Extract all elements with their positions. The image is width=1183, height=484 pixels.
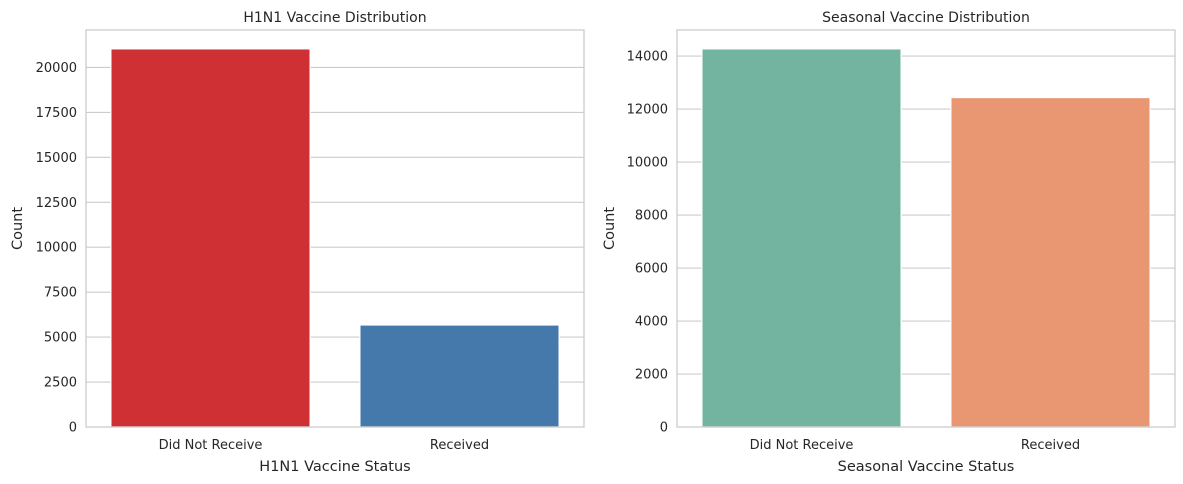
- y-tick-label: 10000: [627, 156, 668, 171]
- y-axis-label: Count: [10, 207, 26, 250]
- y-axis-label: Count: [602, 207, 618, 250]
- y-tick-label: 12000: [627, 103, 668, 118]
- x-axis-label: H1N1 Vaccine Status: [259, 459, 410, 475]
- h1n1-chart: H1N1 Vaccine Distribution 0 2500 5000 7500 1…: [10, 10, 585, 475]
- bars: [701, 48, 1151, 428]
- y-tick-label: 6000: [635, 262, 668, 277]
- x-tick-labels: Did Not Receive Received: [750, 438, 1080, 453]
- y-tick-label: 12500: [36, 196, 77, 211]
- y-tick-label: 15000: [36, 151, 77, 166]
- chart-title: Seasonal Vaccine Distribution: [822, 10, 1030, 26]
- chart-title: H1N1 Vaccine Distribution: [243, 10, 426, 26]
- x-tick-label: Did Not Receive: [750, 438, 854, 453]
- y-tick-label: 0: [69, 421, 77, 436]
- y-tick-label: 0: [660, 421, 668, 436]
- bars: [110, 48, 560, 428]
- x-axis-label: Seasonal Vaccine Status: [838, 459, 1015, 475]
- y-tick-label: 2500: [44, 376, 77, 391]
- x-tick-label: Received: [1021, 438, 1080, 453]
- plot-frame: [676, 29, 1176, 428]
- x-tick-label: Received: [430, 438, 489, 453]
- y-tick-label: 10000: [36, 241, 77, 256]
- y-tick-label: 7500: [44, 286, 77, 301]
- y-tick-label: 2000: [635, 368, 668, 383]
- y-tick-label: 17500: [36, 106, 77, 121]
- bar: [359, 324, 560, 428]
- y-tick-label: 4000: [635, 315, 668, 330]
- y-tick-label: 14000: [627, 50, 668, 65]
- y-tick-label: 5000: [44, 331, 77, 346]
- bar: [701, 48, 902, 428]
- bar: [950, 96, 1151, 428]
- y-tick-labels: 0 2000 4000 6000 8000 10000 12000 14000: [627, 50, 668, 436]
- y-tick-label: 8000: [635, 209, 668, 224]
- x-tick-label: Did Not Receive: [159, 438, 263, 453]
- plot-frame: [85, 29, 585, 428]
- y-tick-labels: 0 2500 5000 7500 10000 12500 15000 17500 20000: [36, 61, 77, 436]
- y-tick-label: 20000: [36, 61, 77, 76]
- bar: [110, 48, 311, 428]
- x-tick-labels: Did Not Receive Received: [159, 438, 489, 453]
- seasonal-chart: Seasonal Vaccine Distribution 0 2000 4000 6…: [602, 10, 1176, 475]
